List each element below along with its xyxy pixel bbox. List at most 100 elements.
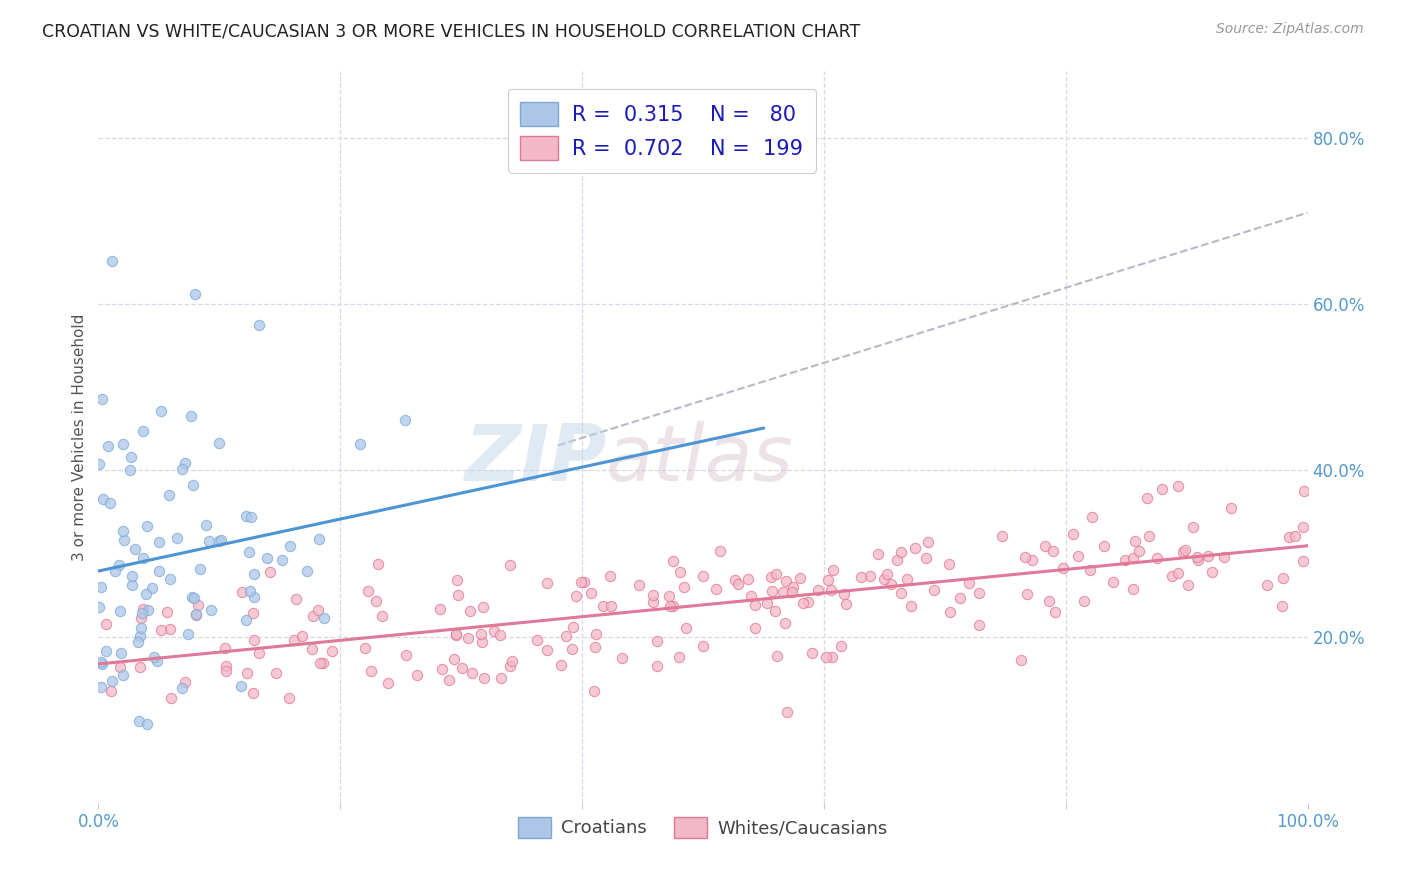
Point (832, 586, 855, 600)
Point (90, 580, 112, 594)
Point (131, 424, 153, 438)
Point (880, 577, 903, 591)
Point (1122, 582, 1144, 597)
Point (1182, 520, 1205, 534)
Point (149, 623, 172, 637)
Point (868, 547, 890, 561)
Point (157, 488, 180, 502)
Point (1187, 552, 1209, 566)
Point (118, 463, 141, 477)
Point (194, 518, 217, 533)
Point (1052, 560, 1074, 574)
Point (104, 564, 127, 578)
Point (256, 551, 278, 566)
Point (89, 457, 111, 471)
Point (231, 584, 253, 599)
Point (360, 664, 382, 678)
Point (132, 602, 155, 616)
Point (443, 652, 465, 666)
Point (91, 392, 114, 407)
Point (198, 533, 221, 548)
Point (236, 665, 259, 680)
Point (792, 595, 814, 609)
Point (291, 629, 314, 643)
Point (101, 254, 124, 268)
Point (821, 649, 844, 664)
Point (208, 534, 231, 549)
Point (121, 578, 143, 592)
Point (186, 607, 208, 621)
Point (141, 581, 163, 595)
Point (314, 611, 336, 625)
Point (451, 661, 474, 675)
Point (460, 604, 482, 618)
Point (214, 641, 236, 656)
Point (814, 650, 837, 665)
Point (111, 524, 134, 538)
Point (160, 690, 183, 705)
Point (159, 622, 181, 636)
Y-axis label: 3 or more Vehicles in Household: 3 or more Vehicles in Household (72, 313, 87, 561)
Point (377, 676, 399, 690)
Point (142, 650, 165, 665)
Point (491, 671, 513, 685)
Point (1291, 520, 1313, 534)
Point (243, 590, 266, 604)
Point (583, 640, 606, 655)
Point (278, 690, 301, 705)
Point (135, 519, 157, 533)
Point (159, 572, 181, 586)
Point (900, 599, 922, 613)
Point (1177, 578, 1199, 592)
Point (704, 582, 727, 596)
Point (1021, 552, 1043, 566)
Text: atlas: atlas (606, 421, 794, 497)
Point (896, 573, 918, 587)
Point (308, 533, 330, 547)
Point (166, 531, 188, 545)
Point (501, 654, 523, 668)
Point (120, 450, 142, 464)
Point (1167, 479, 1189, 493)
Point (661, 554, 683, 568)
Point (174, 675, 197, 690)
Point (90, 680, 112, 694)
Point (271, 553, 294, 567)
Point (938, 557, 960, 571)
Point (131, 606, 153, 620)
Point (181, 478, 204, 492)
Point (371, 609, 394, 624)
Point (1292, 484, 1315, 499)
Point (243, 567, 266, 582)
Point (967, 618, 990, 632)
Point (1152, 482, 1174, 496)
Point (569, 575, 592, 590)
Point (536, 576, 558, 591)
Point (1038, 594, 1060, 608)
Point (302, 609, 325, 624)
Point (484, 624, 506, 638)
Point (499, 659, 522, 673)
Point (357, 583, 380, 598)
Point (737, 573, 759, 587)
Point (645, 633, 668, 648)
Point (582, 684, 605, 698)
Point (668, 650, 690, 665)
Point (128, 714, 150, 728)
Point (172, 681, 194, 695)
Point (239, 584, 262, 599)
Point (1256, 578, 1278, 592)
Point (782, 580, 804, 594)
Point (91, 657, 114, 671)
Legend: Croatians, Whites/Caucasians: Croatians, Whites/Caucasians (510, 810, 896, 845)
Point (1146, 550, 1168, 565)
Point (724, 573, 747, 587)
Point (472, 671, 495, 685)
Point (692, 569, 714, 583)
Point (876, 567, 898, 582)
Point (136, 602, 159, 616)
Point (444, 626, 467, 640)
Point (873, 572, 896, 586)
Point (647, 658, 669, 673)
Point (773, 616, 796, 631)
